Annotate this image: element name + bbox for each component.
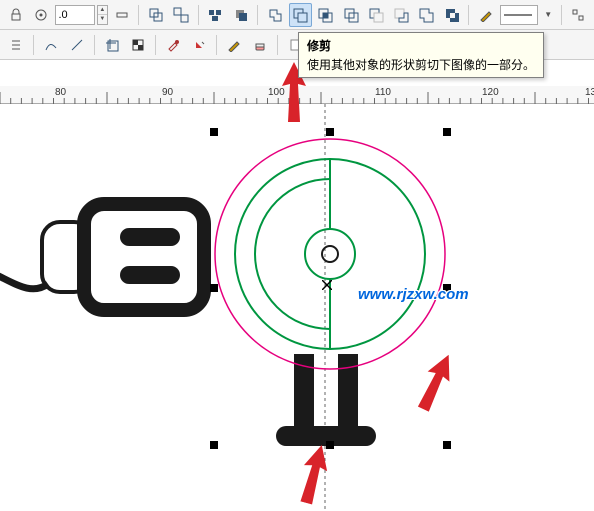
selection-handle[interactable] [210,128,218,136]
trim-icon[interactable] [289,3,312,27]
outline-pen-icon[interactable] [474,3,497,27]
outline-width-dropdown[interactable] [500,5,539,25]
drawing-canvas[interactable]: www.rjzxw.com [0,104,594,511]
ruler-label: 90 [162,87,173,98]
selection-handle[interactable] [443,441,451,449]
tooltip-title: 修剪 [307,37,535,54]
selection-handle[interactable] [210,284,218,292]
intersect-icon[interactable] [314,3,337,27]
boundary-icon[interactable] [415,3,438,27]
separator [138,5,139,25]
lock-icon[interactable] [4,3,27,27]
separator [277,35,278,55]
transparency-icon[interactable] [126,33,150,57]
weld-icon[interactable] [263,3,286,27]
separator [94,35,95,55]
ruler-label: 120 [482,87,499,98]
crop-icon[interactable] [100,33,124,57]
convert-icon[interactable] [567,3,590,27]
back-minus-front-icon[interactable] [390,3,413,27]
separator [257,5,258,25]
eyedropper-icon[interactable] [161,33,185,57]
nudge-input[interactable] [55,5,95,25]
line-icon[interactable] [65,33,89,57]
outline-icon[interactable] [222,33,246,57]
separator [468,5,469,25]
ungroup-icon[interactable] [170,3,193,27]
group-icon[interactable] [144,3,167,27]
property-bar: ▲▼ ▼ [0,0,594,30]
selection-handle[interactable] [326,128,334,136]
snap-icon[interactable] [29,3,52,27]
separator [33,35,34,55]
selection-handle[interactable] [443,128,451,136]
front-minus-back-icon[interactable] [364,3,387,27]
ruler-label: 110 [375,87,391,98]
ruler-label: 80 [55,87,66,98]
eraser-icon[interactable] [248,33,272,57]
selection-handle[interactable] [210,441,218,449]
separator [198,5,199,25]
selection-center-icon [322,280,332,290]
order-icon[interactable] [229,3,252,27]
freehand-icon[interactable] [39,33,63,57]
nudge-spinner[interactable]: ▲▼ [97,5,109,25]
dropdown-arrow-icon[interactable]: ▼ [540,3,555,27]
ruler-label: 130 [585,87,594,98]
separator [561,5,562,25]
separator [155,35,156,55]
simplify-icon[interactable] [339,3,362,27]
combine-icon[interactable] [440,3,463,27]
watermark: www.rjzxw.com [358,286,469,303]
separator [216,35,217,55]
artwork [0,104,594,511]
flyout-icon[interactable] [4,33,28,57]
units-icon[interactable] [110,3,133,27]
fill-icon[interactable] [187,33,211,57]
align-icon[interactable] [204,3,227,27]
tooltip: 修剪 使用其他对象的形状剪切下图像的一部分。 [298,32,544,78]
tooltip-desc: 使用其他对象的形状剪切下图像的一部分。 [307,56,535,73]
